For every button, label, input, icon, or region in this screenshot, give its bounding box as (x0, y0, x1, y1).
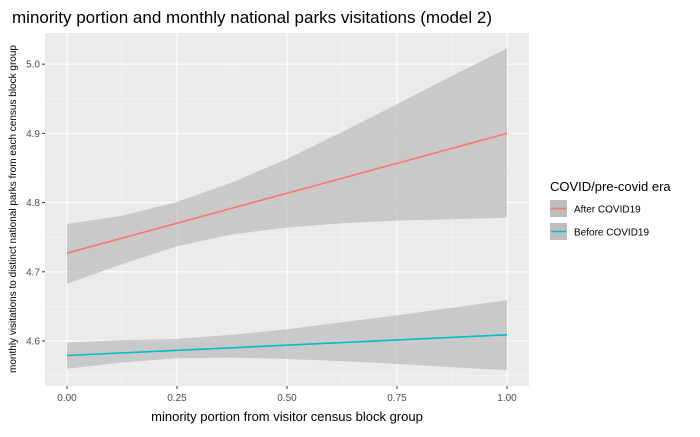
x-tick-label: 0.50 (277, 393, 297, 404)
series-lines (66, 132, 508, 357)
legend: COVID/pre-covid era After COVID19 Before … (550, 179, 671, 240)
y-tick-label: 4.8 (26, 198, 40, 209)
series-line-before-covid19 (66, 334, 508, 357)
x-tick-label: 0.25 (167, 393, 187, 404)
legend-label: After COVID19 (574, 205, 641, 216)
y-axis: 4.6 4.7 4.8 4.9 5.0 (26, 60, 45, 348)
x-axis-label: minority portion from visitor census blo… (151, 409, 423, 424)
legend-label: Before COVID19 (574, 228, 649, 239)
y-tick-label: 4.9 (26, 129, 40, 140)
x-tick-label: 0.75 (387, 393, 407, 404)
ci-ribbon-before-covid19 (67, 300, 507, 371)
confidence-ribbons (67, 48, 507, 371)
legend-items: After COVID19 Before COVID19 (550, 200, 649, 240)
y-tick-label: 4.7 (26, 267, 40, 278)
x-tick-label: 0.00 (57, 393, 77, 404)
y-tick-label: 4.6 (26, 337, 40, 348)
y-axis-label: monthly visitations to distinct national… (8, 45, 19, 373)
y-tick-label: 5.0 (26, 60, 40, 71)
series-line-after-covid19 (66, 132, 508, 254)
x-tick-label: 1.00 (497, 393, 517, 404)
x-axis: 0.00 0.25 0.50 0.75 1.00 (57, 386, 517, 404)
ci-ribbon-after-covid19 (67, 48, 507, 284)
legend-title: COVID/pre-covid era (550, 179, 671, 194)
chart-title: minority portion and monthly national pa… (12, 8, 492, 27)
